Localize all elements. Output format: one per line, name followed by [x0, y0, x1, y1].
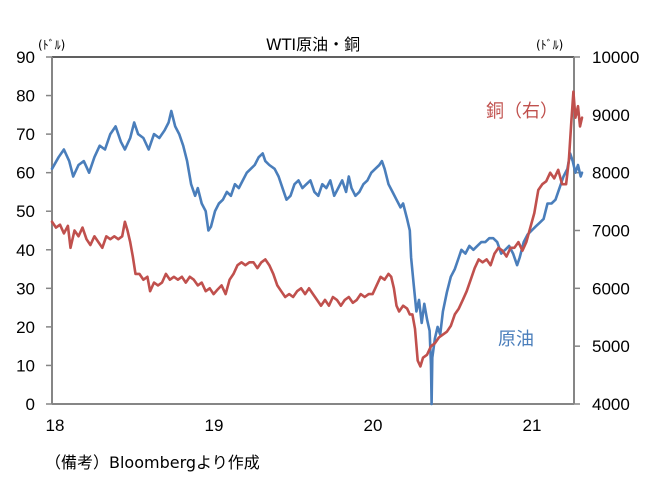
left-axis-unit: (ﾄﾞﾙ) [38, 38, 65, 52]
right-tick-label: 9000 [592, 106, 630, 125]
left-tick-label: 30 [16, 279, 35, 298]
left-tick-label: 80 [16, 87, 35, 106]
x-tick-label: 20 [364, 416, 383, 435]
right-tick-label: 7000 [592, 222, 630, 241]
left-tick-label: 60 [16, 164, 35, 183]
right-tick-label: 5000 [592, 337, 630, 356]
right-tick-label: 6000 [592, 279, 630, 298]
copper-line [50, 90, 584, 368]
left-tick-label: 40 [16, 241, 35, 260]
chart-title: WTI原油・銅 [266, 35, 360, 54]
left-tick-label: 50 [16, 202, 35, 221]
left-tick-label: 70 [16, 125, 35, 144]
left-axis-ticks: 0 10 20 30 40 50 60 70 80 90 [16, 48, 52, 414]
right-tick-label: 4000 [592, 395, 630, 414]
left-tick-label: 20 [16, 318, 35, 337]
left-tick-label: 90 [16, 48, 35, 67]
x-tick-label: 18 [46, 416, 65, 435]
right-tick-label: 8000 [592, 164, 630, 183]
left-tick-label: 10 [16, 356, 35, 375]
x-axis-ticks: 18 19 20 21 [46, 416, 542, 435]
x-tick-label: 19 [205, 416, 224, 435]
source-note: （備考）Bloombergより作成 [45, 453, 260, 472]
left-tick-label: 0 [26, 395, 35, 414]
right-axis-ticks: 4000 5000 6000 7000 8000 9000 10000 [574, 48, 639, 414]
right-tick-label: 10000 [592, 48, 639, 67]
x-tick-label: 21 [523, 416, 542, 435]
series-layer [50, 90, 584, 406]
oil-series-label: 原油 [498, 329, 534, 350]
oil-line [50, 109, 584, 406]
right-axis-unit: (ﾄﾞﾙ) [536, 38, 563, 52]
copper-series-label: 銅（右） [486, 101, 558, 122]
